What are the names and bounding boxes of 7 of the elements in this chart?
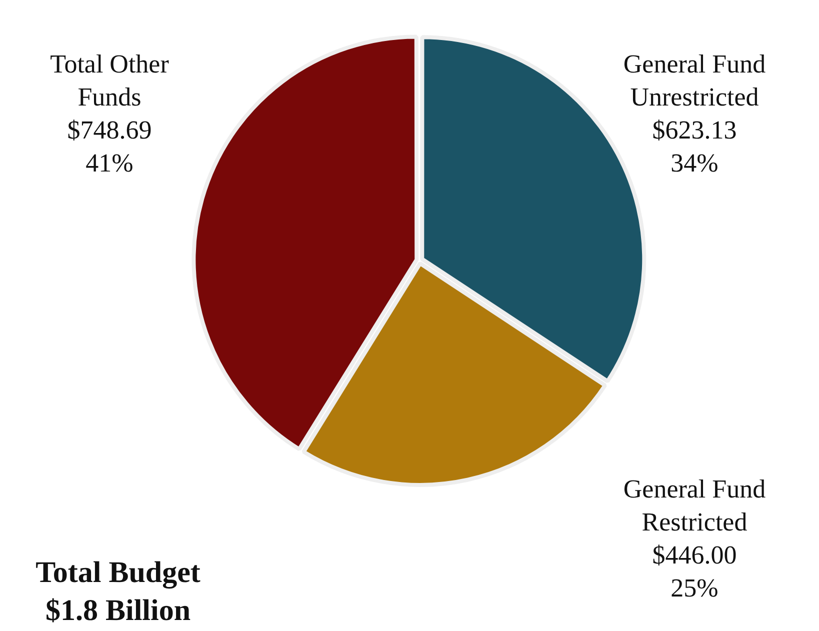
slice-label: General Fund Unrestricted <box>623 49 766 112</box>
slice-label: General Fund Restricted <box>623 474 766 536</box>
data-label: $446.00 25% <box>652 540 737 602</box>
slice-label: Total Other Funds <box>50 49 170 112</box>
data-label: $623.13 34% <box>652 115 737 178</box>
text: Total Budget $1.8 Billion <box>36 556 200 627</box>
data-label: $748.69 41% <box>67 115 152 178</box>
